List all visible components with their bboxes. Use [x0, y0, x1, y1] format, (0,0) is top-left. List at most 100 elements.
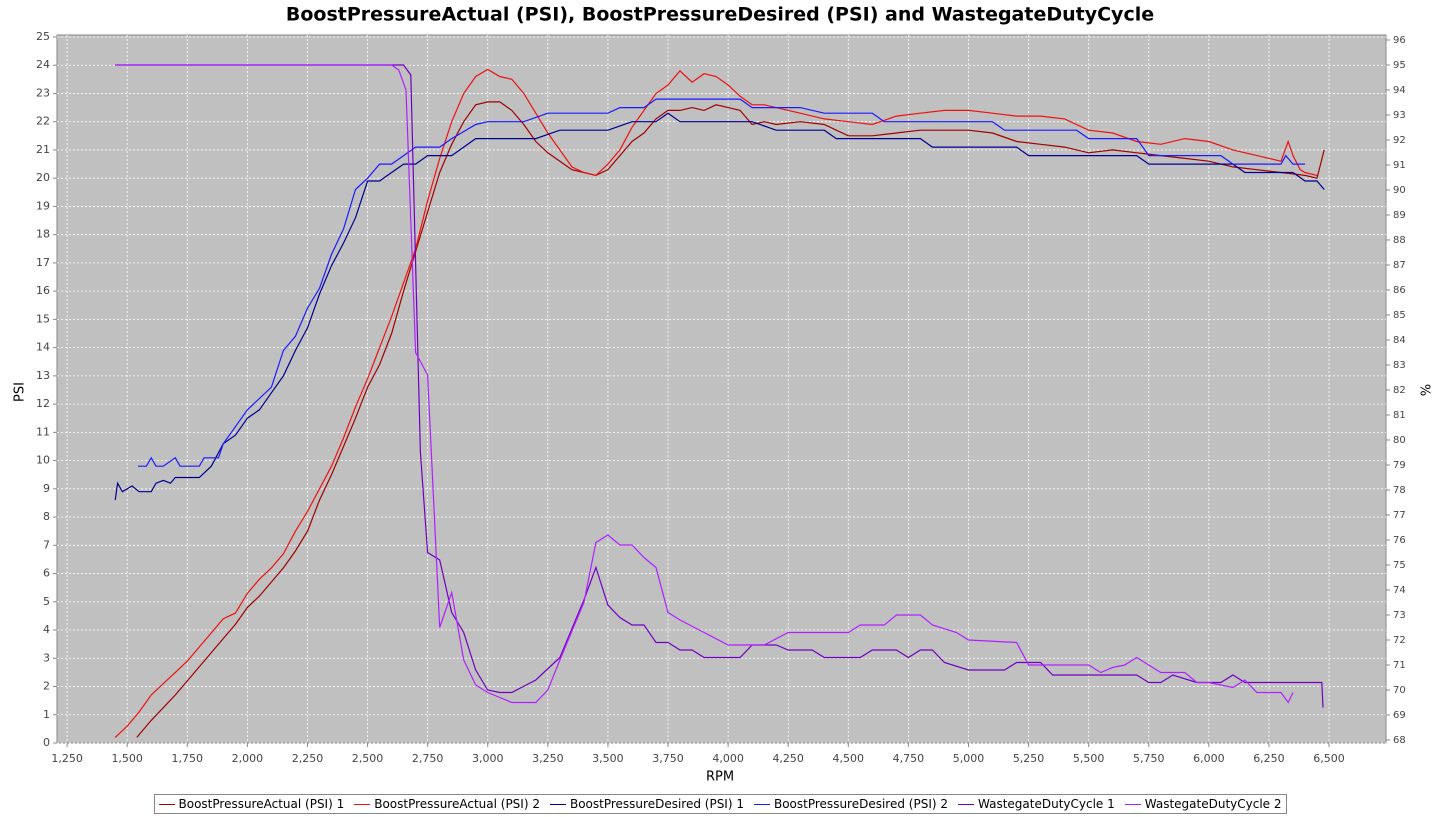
- legend-item: BoostPressureDesired (PSI) 1: [549, 797, 744, 811]
- x-tick-label: 4,750: [893, 752, 925, 765]
- legend-item: BoostPressureActual (PSI) 2: [354, 797, 540, 811]
- x-tick-label: 4,000: [712, 752, 744, 765]
- legend-swatch: [1124, 803, 1141, 805]
- y2-tick-label: 83: [1393, 360, 1406, 371]
- legend-item: BoostPressureActual (PSI) 1: [158, 797, 345, 811]
- series-line: [138, 98, 1305, 467]
- y2-tick-label: 87: [1393, 260, 1406, 271]
- y2-tick-label: 75: [1393, 560, 1406, 571]
- x-tick-label: 4,250: [772, 752, 804, 765]
- y2-tick-label: 68: [1393, 735, 1406, 746]
- y-tick-label: 7: [43, 538, 50, 551]
- x-tick-label: 5,000: [953, 752, 985, 765]
- legend-swatch: [158, 803, 175, 805]
- x-tick-label: 1,250: [51, 752, 83, 765]
- y2-tick-label: 91: [1393, 160, 1406, 171]
- y-tick-label: 25: [36, 30, 50, 43]
- x-axis-label: RPM: [706, 770, 734, 785]
- legend-label: BoostPressureActual (PSI) 2: [374, 797, 540, 811]
- y2-axis-label: %: [1417, 384, 1432, 396]
- y-tick-label: 24: [36, 58, 50, 71]
- legend-swatch: [958, 803, 974, 805]
- y-tick-label: 2: [43, 680, 50, 693]
- y-tick-label: 14: [36, 341, 50, 354]
- y2-tick-label: 88: [1393, 235, 1406, 246]
- series-line: [136, 101, 1325, 738]
- y2-tick-label: 90: [1393, 185, 1406, 196]
- y-tick-label: 16: [36, 284, 50, 297]
- legend-swatch: [354, 803, 371, 805]
- y-tick-label: 1: [43, 708, 50, 721]
- y-tick-label: 21: [36, 143, 50, 156]
- y2-tick-label: 92: [1393, 135, 1406, 146]
- y-tick-label: 11: [36, 425, 50, 438]
- y-tick-label: 18: [36, 228, 50, 241]
- y-axis-label: PSI: [13, 382, 28, 402]
- legend-label: BoostPressureDesired (PSI) 1: [569, 797, 744, 811]
- y-tick-label: 13: [36, 369, 50, 382]
- legend-swatch: [549, 803, 566, 805]
- y2-tick-label: 70: [1393, 685, 1406, 696]
- y2-tick-label: 86: [1393, 285, 1406, 296]
- x-tick-label: 3,500: [592, 752, 624, 765]
- y-tick-label: 22: [36, 115, 50, 128]
- y2-tick-label: 95: [1393, 60, 1406, 71]
- x-tick-label: 6,500: [1313, 752, 1345, 765]
- y2-tick-label: 72: [1393, 635, 1406, 646]
- y-tick-label: 23: [36, 86, 50, 99]
- y2-tick-label: 80: [1393, 435, 1406, 446]
- x-tick-label: 5,250: [1013, 752, 1045, 765]
- x-tick-label: 2,750: [412, 752, 444, 765]
- legend: BoostPressureActual (PSI) 1 BoostPressure…: [0, 794, 1440, 814]
- y-tick-label: 9: [43, 482, 50, 495]
- x-tick-label: 2,250: [292, 752, 324, 765]
- y2-tick-label: 73: [1393, 610, 1406, 621]
- y2-tick-label: 81: [1393, 410, 1406, 421]
- y-tick-label: 19: [36, 199, 50, 212]
- series-line: [115, 64, 1294, 704]
- y-tick-label: 0: [43, 736, 50, 749]
- y-tick-label: 15: [36, 312, 50, 325]
- y2-tick-label: 82: [1393, 385, 1406, 396]
- legend-label: WastegateDutyCycle 1: [978, 797, 1115, 811]
- y2-tick-label: 93: [1393, 110, 1406, 121]
- y-tick-label: 17: [36, 256, 50, 269]
- x-tick-label: 4,500: [833, 752, 865, 765]
- y2-tick-label: 89: [1393, 210, 1406, 221]
- y-tick-label: 20: [36, 171, 50, 184]
- y2-tick-label: 79: [1393, 460, 1406, 471]
- y-tick-label: 5: [43, 595, 50, 608]
- legend-label: WastegateDutyCycle 2: [1144, 797, 1282, 811]
- x-tick-label: 3,250: [532, 752, 564, 765]
- x-tick-label: 1,500: [111, 752, 143, 765]
- x-tick-label: 3,000: [472, 752, 504, 765]
- x-tick-label: 5,500: [1073, 752, 1105, 765]
- x-tick-label: 2,500: [352, 752, 384, 765]
- y-tick-label: 12: [36, 397, 50, 410]
- y2-tick-label: 96: [1393, 35, 1406, 46]
- y2-tick-label: 85: [1393, 310, 1406, 321]
- series-line: [114, 112, 1325, 501]
- x-tick-label: 2,000: [232, 752, 264, 765]
- plot-area: [56, 34, 1387, 744]
- y2-tick-label: 74: [1393, 585, 1406, 596]
- x-tick-label: 6,250: [1253, 752, 1285, 765]
- legend-label: BoostPressureActual (PSI) 1: [178, 797, 345, 811]
- legend-item: WastegateDutyCycle 2: [1124, 797, 1282, 811]
- y-tick-label: 10: [36, 454, 50, 467]
- y2-tick-label: 69: [1393, 710, 1406, 721]
- y-tick-label: 6: [43, 567, 50, 580]
- y-tick-label: 4: [43, 623, 50, 636]
- x-tick-label: 5,750: [1133, 752, 1165, 765]
- legend-item: WastegateDutyCycle 1: [958, 797, 1115, 811]
- x-tick-label: 3,750: [652, 752, 684, 765]
- y-tick-label: 8: [43, 510, 50, 523]
- y2-tick-label: 84: [1393, 335, 1406, 346]
- x-tick-label: 6,000: [1193, 752, 1225, 765]
- legend-label: BoostPressureDesired (PSI) 2: [773, 797, 948, 811]
- legend-box: BoostPressureActual (PSI) 1 BoostPressure…: [153, 794, 1287, 814]
- chart-title: BoostPressureActual (PSI), BoostPressure…: [286, 4, 1154, 26]
- y2-tick-label: 76: [1393, 535, 1406, 546]
